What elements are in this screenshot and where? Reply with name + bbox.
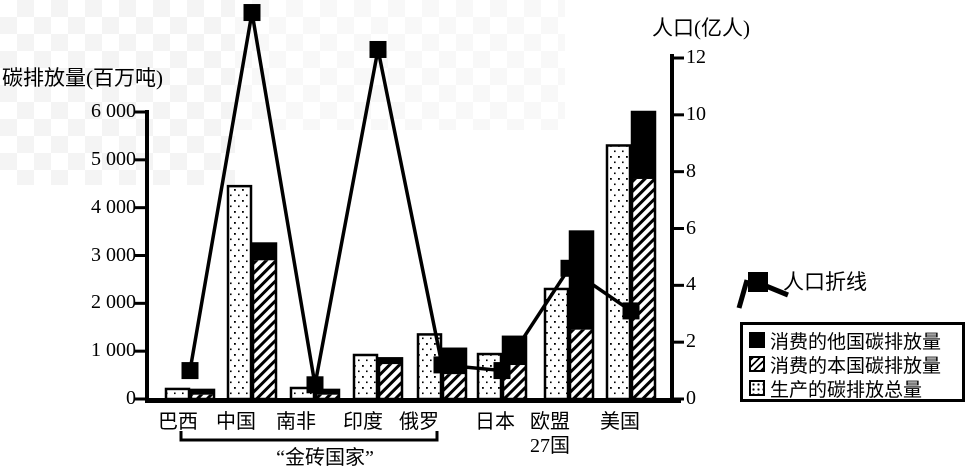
bar-domestic-consumed [570,329,593,399]
category-label: 欧盟 [530,411,570,433]
brics-bracket [179,431,439,442]
bar-consumed-outline [568,230,595,401]
bar-consumed-outline [189,388,216,401]
bar-consumed-outline [630,110,657,401]
population-line-glyph [736,272,789,309]
population-marker [306,376,324,394]
left-axis-tick-label: 6 000 [91,100,136,122]
brics-bracket-label: “金砖国家” [276,447,374,469]
bar-consumed-outline [314,388,341,401]
legend-item-produced-total: 生产的碳排放总量 [749,376,958,401]
category-label: 日本 [475,411,515,433]
bar-foreign-consumed [316,389,339,395]
legend-item-label: 生产的碳排放总量 [770,379,923,401]
category-label: 俄罗 [399,411,439,433]
bar-domestic-consumed [632,178,655,399]
bar-domestic-consumed [191,394,214,399]
legend-swatch-solid-black [749,332,765,348]
legend-item-label: 消费的他国碳排放量 [770,331,942,353]
population-marker [493,362,511,380]
bar-foreign-consumed [632,112,655,179]
legend-population-line-label: 人口折线 [783,270,867,294]
bar-foreign-consumed [253,243,276,261]
left-axis-tick-label: 0 [126,387,136,409]
bar-consumed-outline [251,242,278,401]
left-axis-title: 碳排放量(百万吨) [2,66,163,90]
legend-item-foreign-consumed: 消费的他国碳排放量 [749,328,958,353]
right-axis-tick-label: 2 [686,330,696,353]
bar-foreign-consumed [379,358,402,365]
right-axis-tick-label: 6 [686,216,696,239]
bar-produced-total [352,353,379,401]
right-axis-tick-label: 4 [686,273,696,296]
bar-domestic-consumed [379,364,402,399]
right-axis-tick-label: 0 [686,387,696,409]
left-axis-tick-label: 2 000 [91,291,136,314]
left-axis-tick-label: 5 000 [91,147,136,170]
population-marker [243,4,261,22]
legend-swatch-diagonal-hatch [749,356,765,372]
population-marker [433,356,451,374]
right-axis-tick-label: 8 [686,159,696,182]
left-axis-tick-label: 4 000 [91,195,136,218]
legend-item-label: 消费的本国碳排放量 [770,355,942,377]
legend-box: 消费的他国碳排放量 消费的本国碳排放量 生产的碳排放总量 [740,322,965,402]
bar-produced-total [164,387,191,401]
population-marker [181,362,199,380]
category-label: 南非 [276,411,316,433]
bar-produced-total [605,144,632,401]
right-axis-tick-label: 12 [686,46,706,68]
category-label: 印度 [343,411,383,433]
bar-foreign-consumed [570,231,593,330]
population-marker [622,302,640,320]
bar-domestic-consumed [443,374,466,399]
bar-consumed-outline [441,347,468,401]
bar-foreign-consumed [191,389,214,395]
category-label: 美国 [600,411,640,433]
category-label: 中国 [216,411,256,433]
bar-domestic-consumed [253,260,276,399]
right-axis-title: 人口(亿人) [652,16,750,40]
population-line [188,12,632,386]
left-axis-tick-label: 1 000 [91,339,136,362]
bar-domestic-consumed [316,394,339,399]
legend-item-domestic-consumed: 消费的本国碳排放量 [749,352,958,377]
category-sublabel: 27国 [530,435,570,457]
category-label: 巴西 [158,411,198,433]
right-axis-tick-label: 10 [686,102,706,125]
population-marker [369,40,387,58]
bar-produced-total [226,184,253,401]
legend-population-line: 人口折线 [730,262,960,314]
bar-produced-total [543,287,570,401]
population-marker [560,259,578,277]
bar-consumed-outline [377,357,404,401]
bar-produced-total [289,386,316,401]
legend-swatch-dotted [749,380,765,396]
left-axis-tick-label: 3 000 [91,243,136,266]
